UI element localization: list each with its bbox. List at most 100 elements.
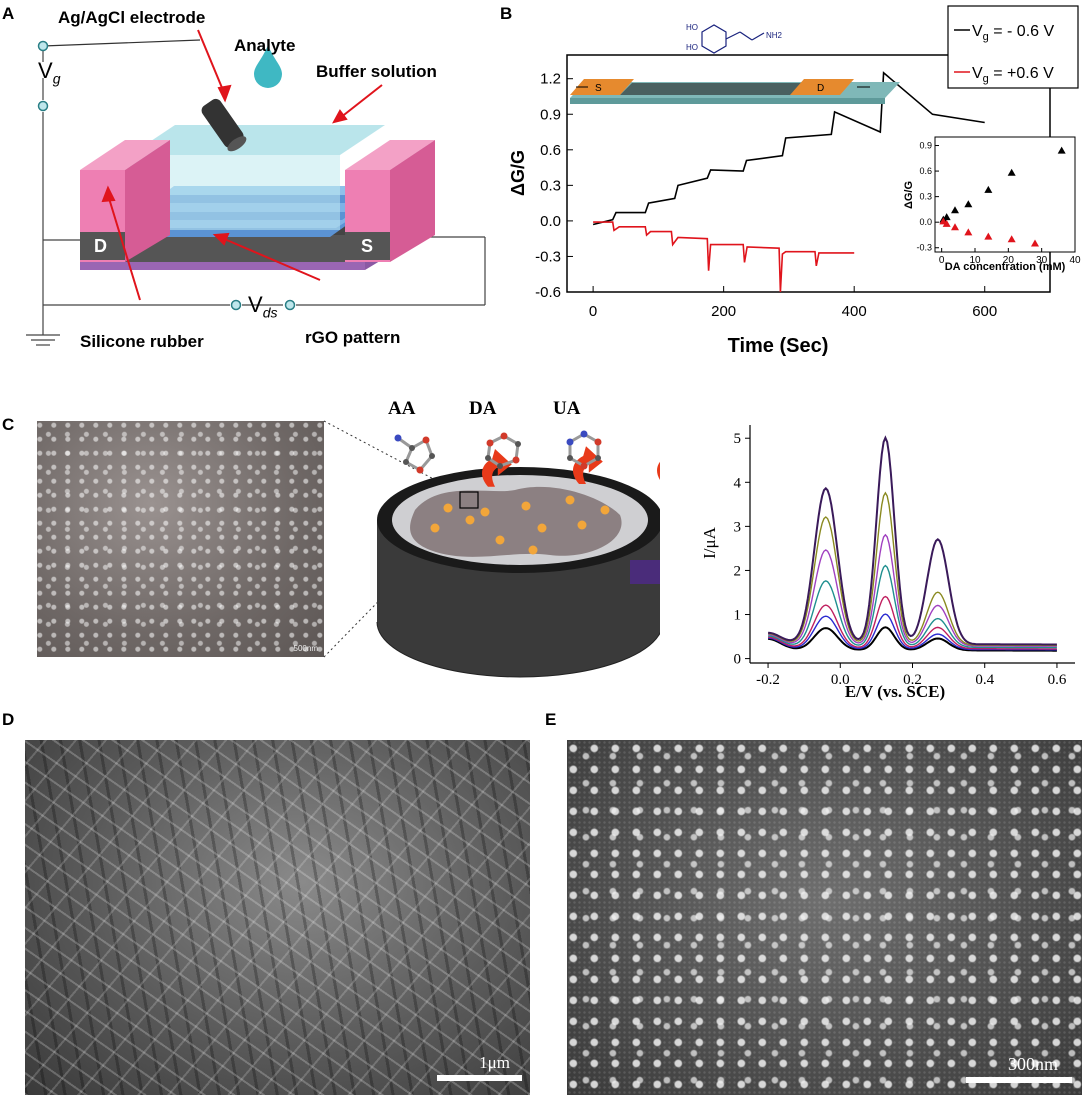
rgo-label: rGO pattern	[305, 328, 401, 347]
buffer-label: Buffer solution	[316, 62, 437, 81]
dopamine-structure	[701, 24, 765, 54]
electrode-schematic	[323, 420, 660, 678]
vg-label-sub: g	[52, 70, 61, 87]
vds-label-sub: ds	[262, 304, 278, 321]
inset-x-tick-label: 0	[939, 255, 945, 266]
dopamine-ho2: HO	[686, 43, 698, 52]
chart-c-xlabel: E/V (vs. SCE)	[845, 682, 945, 701]
x-tick-label: 400	[842, 303, 867, 320]
inset-x-tick-label: 20	[1003, 255, 1015, 266]
inset-point-0	[964, 200, 973, 208]
source-label: S	[361, 236, 374, 256]
sem-image-d: 1μm	[25, 740, 530, 1095]
dopamine-nh2: NH2	[766, 31, 783, 40]
inset-point-1	[942, 219, 951, 227]
inset-point-0	[942, 213, 951, 221]
inset-point-0	[1057, 146, 1066, 154]
dpv-curve-6	[768, 435, 1057, 646]
chart-b-xlabel: Time (Sec)	[728, 335, 829, 357]
c-y-tick-label: 1	[734, 608, 742, 624]
series-line-0	[592, 71, 985, 226]
device-drain-label: D	[817, 83, 824, 94]
dpv-curve-1	[768, 613, 1057, 651]
vds-label-main: V	[248, 292, 263, 317]
inset-point-0	[984, 185, 993, 193]
y-tick-label: 1.2	[540, 71, 561, 88]
inset-frame	[934, 136, 1076, 253]
scale-bar-e	[966, 1077, 1072, 1083]
c-y-tick-label: 4	[734, 475, 742, 491]
graphene-device-illustration	[570, 79, 900, 104]
sem-scale-c: 500nm	[293, 644, 318, 653]
conductance-time-chart: -0.6-0.30.00.30.60.91.2 0 200 400 600 S D H…	[508, 5, 1081, 357]
scale-bar-d	[437, 1075, 522, 1081]
fet-device-diagram	[26, 29, 486, 346]
c-y-tick-label: 0	[734, 652, 742, 668]
c-x-tick-label: 0.2	[903, 672, 922, 688]
electrode-label: Ag/AgCl electrode	[58, 8, 206, 27]
inset-point-1	[951, 223, 959, 231]
dpv-curve-0	[768, 626, 1057, 652]
y-tick-label: -0.6	[535, 284, 561, 301]
sem-image-e: 300nm	[567, 740, 1082, 1095]
y-tick-label: 0.0	[540, 213, 561, 230]
inset-point-1	[1031, 239, 1039, 247]
molecule-label-da: DA	[469, 398, 497, 419]
c-x-tick-label: 0.0	[831, 672, 850, 688]
chart-c-ylabel: I/μA	[700, 526, 719, 558]
device-source-label: S	[595, 83, 602, 94]
inset-x-tick-label: 40	[1069, 255, 1081, 266]
inset-point-1	[964, 228, 973, 236]
inset-point-1	[984, 232, 993, 240]
chart-b-legend	[947, 5, 1079, 89]
inset-point-1	[1007, 235, 1016, 243]
y-tick-label: -0.3	[535, 248, 561, 265]
panel-letter-e: E	[545, 710, 557, 729]
y-tick-label: 0.3	[540, 177, 561, 194]
inset-y-tick-label: 0.3	[919, 192, 932, 202]
drain-label: D	[94, 236, 107, 256]
scale-label-e: 300nm	[1007, 1054, 1058, 1074]
x-tick-label: 600	[972, 303, 997, 320]
y-tick-label: 0.9	[540, 106, 561, 123]
x-tick-label: 200	[711, 303, 736, 320]
panel-letter-b: B	[500, 4, 513, 23]
vg-label-main: V	[38, 58, 53, 83]
c-y-tick-label: 2	[734, 563, 742, 579]
inset-y-tick-label: 0.9	[919, 141, 932, 151]
molecule-label-aa: AA	[388, 398, 416, 419]
vg-label: Vg	[38, 58, 60, 86]
scale-label-d: 1μm	[479, 1053, 510, 1072]
dpv-chart: 0 1 2 3 4 5 -0.2 0.0 0.2 0.4 0.6 E/V (vs. SCE) I/μ…	[700, 425, 1075, 701]
panel-letter-d: D	[2, 710, 15, 729]
inset-x-tick-label: 30	[1036, 255, 1048, 266]
legend-label-black: Vg = - 0.6 V	[972, 23, 1054, 43]
sem-image-c: 500nm	[37, 421, 324, 657]
inset-ylabel: ΔG/G	[903, 181, 915, 209]
c-y-tick-label: 5	[734, 431, 742, 447]
chart-b-ylabel: ΔG/G	[508, 150, 528, 196]
c-y-tick-label: 3	[734, 519, 742, 535]
inset-y-tick-label: -0.3	[916, 243, 932, 253]
x-tick-label: 0	[589, 303, 597, 320]
c-x-tick-label: -0.2	[756, 672, 780, 688]
inset-point-0	[951, 206, 959, 214]
molecule-label-ua: UA	[553, 398, 581, 419]
inset-x-tick-label: 10	[969, 255, 981, 266]
legend-label-red: Vg = +0.6 V	[972, 65, 1054, 85]
inset-y-tick-label: 0.0	[919, 217, 932, 227]
inset-point-0	[1007, 168, 1016, 176]
dpv-curve-3	[768, 564, 1057, 649]
inset-y-tick-label: 0.6	[919, 166, 932, 176]
dopamine-ho1: HO	[686, 23, 698, 32]
molecule-illustrations	[394, 430, 602, 474]
series-line-1	[593, 221, 855, 293]
panel-letter-a: A	[2, 4, 15, 23]
silicone-label: Silicone rubber	[80, 332, 204, 351]
c-x-tick-label: 0.4	[975, 672, 994, 688]
analyte-label: Analyte	[234, 36, 296, 55]
y-tick-label: 0.6	[540, 142, 561, 159]
panel-letter-c: C	[2, 415, 15, 434]
inset-xlabel: DA concentration (mM)	[945, 261, 1066, 273]
dpv-curve-2	[768, 595, 1057, 650]
